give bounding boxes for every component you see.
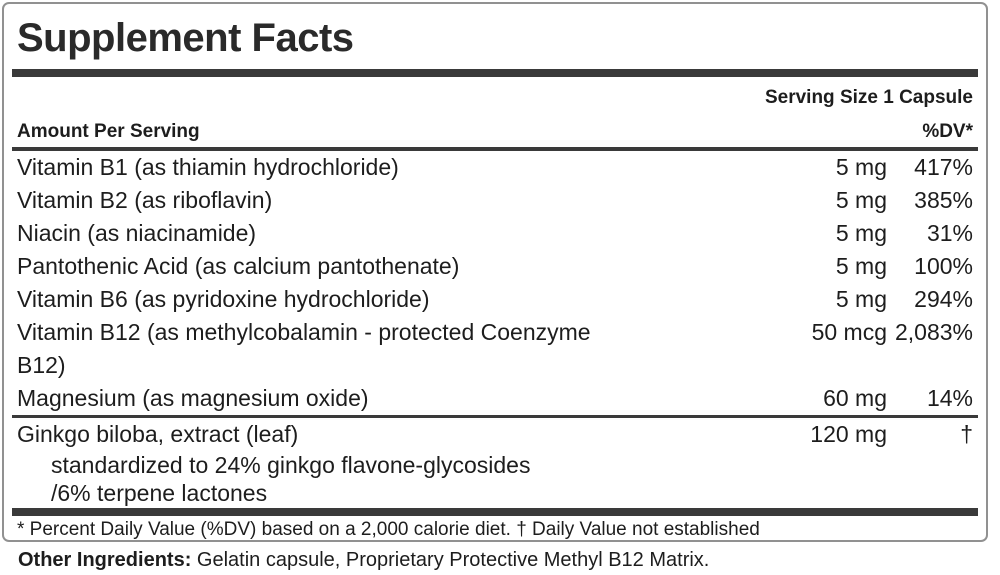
other-ingredients-line: Other Ingredients: Gelatin capsule, Prop…: [18, 548, 709, 572]
nutrient-name: Vitamin B1 (as thiamin hydrochloride): [17, 154, 399, 180]
nutrient-amount: 5 mg: [835, 154, 887, 180]
nutrient-row: Vitamin B2 (as riboflavin) 5 mg 385%: [17, 184, 973, 217]
footnote-divider: [12, 508, 978, 516]
title-divider: [12, 69, 978, 77]
nutrient-name: Ginkgo biloba, extract (leaf): [17, 421, 299, 447]
other-ingredients-text: Gelatin capsule, Proprietary Protective …: [191, 549, 710, 571]
nutrient-dv: 385%: [914, 187, 973, 213]
nutrient-row: Niacin (as niacinamide) 5 mg 31%: [17, 217, 973, 250]
footnote-text: * Percent Daily Value (%DV) based on a 2…: [17, 519, 760, 540]
nutrient-row: Vitamin B1 (as thiamin hydrochloride) 5 m…: [17, 151, 973, 184]
column-header-row: Amount Per Serving %DV*: [17, 120, 973, 144]
nutrient-dv: 294%: [914, 286, 973, 312]
nutrient-dv: 417%: [914, 154, 973, 180]
nutrient-dv: 14%: [926, 385, 973, 411]
serving-size-text: Serving Size 1 Capsule: [764, 87, 973, 108]
nutrient-name: Vitamin B6 (as pyridoxine hydrochloride): [17, 286, 430, 312]
nutrient-row: Pantothenic Acid (as calcium pantothenat…: [17, 250, 973, 283]
nutrient-amount: 5 mg: [835, 253, 887, 279]
nutrient-row: Vitamin B12 (as methylcobalamin - protec…: [17, 316, 973, 382]
nutrient-name: Vitamin B2 (as riboflavin): [17, 187, 273, 213]
nutrient-dv: 31%: [926, 220, 973, 246]
amount-per-serving-header: Amount Per Serving: [17, 121, 200, 142]
nutrient-rows: Vitamin B1 (as thiamin hydrochloride) 5 m…: [12, 151, 978, 507]
section-divider: [12, 415, 978, 418]
other-ingredients-label: Other Ingredients:: [18, 549, 192, 571]
nutrient-amount: 5 mg: [835, 220, 887, 246]
nutrient-amount: 50 mcg: [811, 319, 887, 345]
percent-dv-header: %DV*: [922, 121, 973, 142]
nutrient-dv: 2,083%: [894, 319, 973, 345]
nutrient-name: Pantothenic Acid (as calcium pantothenat…: [17, 253, 460, 279]
supplement-facts-panel: Supplement Facts Serving Size 1 Capsule …: [2, 2, 988, 542]
panel-title: Supplement Facts: [17, 16, 354, 60]
nutrient-amount: 5 mg: [835, 187, 887, 213]
nutrient-name: Niacin (as niacinamide): [17, 220, 257, 246]
nutrient-subline: standardized to 24% ginkgo flavone-glyco…: [51, 452, 531, 478]
nutrient-row: Magnesium (as magnesium oxide) 60 mg 14%: [17, 382, 973, 415]
nutrient-row: Ginkgo biloba, extract (leaf) 120 mg †: [17, 418, 973, 451]
nutrient-name: Magnesium (as magnesium oxide): [17, 385, 369, 411]
nutrient-amount: 120 mg: [810, 421, 887, 447]
nutrient-row: Vitamin B6 (as pyridoxine hydrochloride)…: [17, 283, 973, 316]
header-divider: [12, 147, 978, 151]
nutrient-dv: 100%: [914, 253, 973, 279]
nutrient-subline: /6% terpene lactones: [51, 480, 268, 506]
nutrient-amount: 5 mg: [835, 286, 887, 312]
nutrient-dv: †: [960, 421, 973, 447]
nutrient-amount: 60 mg: [823, 385, 887, 411]
nutrient-name: Vitamin B12 (as methylcobalamin - protec…: [17, 319, 591, 378]
